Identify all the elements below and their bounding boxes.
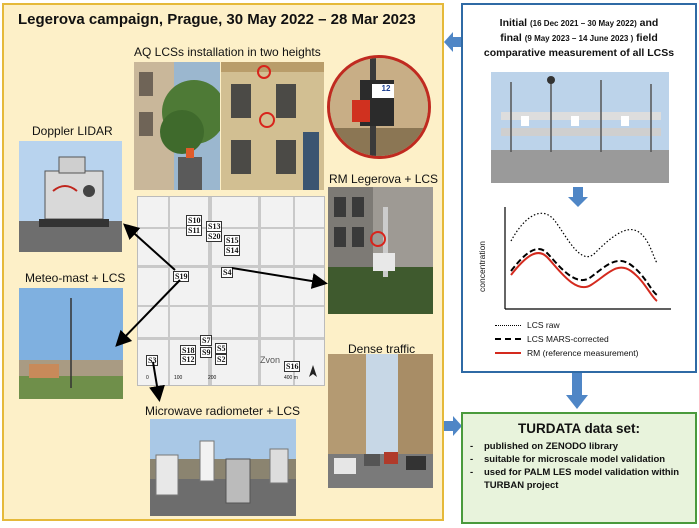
doppler-caption: Doppler LIDAR bbox=[32, 124, 113, 138]
legend-label-rm: RM (reference measurement) bbox=[527, 348, 639, 358]
arrow-right-icon bbox=[444, 416, 462, 436]
turdata-title: TURDATA data set: bbox=[517, 421, 640, 436]
lcs-installation-photo-2 bbox=[221, 62, 324, 190]
scale-label-200: 200 bbox=[208, 375, 217, 381]
arrow-to-meteo bbox=[115, 279, 181, 347]
site-s2: S2 bbox=[215, 354, 228, 365]
turdata-panel bbox=[461, 412, 697, 524]
legend-item-mars: LCS MARS-corrected bbox=[495, 332, 638, 346]
arrow-to-rm bbox=[231, 267, 328, 289]
legend-label-mars: LCS MARS-corrected bbox=[527, 334, 609, 344]
bullet-text-zenodo: published on ZENODO library bbox=[484, 441, 619, 452]
site-map: S10 S11 S13 S20 S15 S14 S4 S19 S7 S18 S9… bbox=[137, 196, 325, 386]
site-s9: S9 bbox=[200, 347, 213, 358]
scale-label-400: 400 m bbox=[284, 375, 298, 381]
campaign-title: Legerova campaign, Prague, 30 May 2022 –… bbox=[18, 11, 416, 28]
lcs-installation-photo-1 bbox=[134, 62, 220, 190]
lcs-raw-line bbox=[510, 212, 658, 264]
site-s5: S5 bbox=[215, 343, 228, 354]
bullet-text-microscale: suitable for microscale model validation bbox=[484, 454, 666, 465]
concentration-schematic bbox=[504, 207, 671, 310]
heading-field: field bbox=[636, 32, 658, 44]
legend-label-raw: LCS raw bbox=[527, 320, 560, 330]
turdata-bullets: - published on ZENODO library - suitable f… bbox=[470, 440, 692, 492]
y-axis-label: concentration bbox=[477, 240, 487, 292]
heading-initial: Initial bbox=[499, 17, 528, 29]
site-s14: S14 bbox=[224, 245, 241, 256]
microwave-caption: Microwave radiometer + LCS bbox=[145, 404, 301, 418]
site-s11: S11 bbox=[186, 225, 203, 236]
site-s16: S16 bbox=[284, 361, 301, 372]
arrow-to-microwave bbox=[149, 361, 165, 402]
chart-legend: LCS raw LCS MARS-corrected RM (reference… bbox=[495, 318, 638, 360]
arrow-down-small-icon bbox=[568, 187, 588, 207]
heading-initial-dates: (16 Dec 2021 – 30 May 2022) bbox=[530, 19, 637, 28]
rm-legerova-photo bbox=[328, 187, 433, 314]
legend-swatch-mars bbox=[495, 338, 521, 340]
heading-final-dates: (9 May 2023 – 14 June 2023 ) bbox=[524, 34, 634, 43]
rm-reference-line bbox=[510, 252, 658, 302]
heading-and: and bbox=[639, 17, 659, 29]
heading-line3: comparative measurement of all LCSs bbox=[483, 47, 675, 59]
legend-swatch-rm bbox=[495, 352, 521, 354]
site-s12: S12 bbox=[180, 354, 197, 365]
arrow-to-doppler bbox=[123, 223, 176, 271]
street-label: Zvon bbox=[260, 355, 281, 365]
arrow-left-icon bbox=[444, 32, 462, 52]
legend-item-rm: RM (reference measurement) bbox=[495, 346, 638, 360]
rm-caption: RM Legerova + LCS bbox=[329, 172, 439, 186]
dense-traffic-photo bbox=[328, 354, 433, 488]
doppler-lidar-photo bbox=[19, 141, 122, 252]
bullet-item: - suitable for microscale model validatio… bbox=[470, 454, 666, 465]
arrow-down-icon bbox=[566, 373, 588, 409]
traffic-caption: Dense traffic bbox=[348, 342, 416, 356]
device-number-label: 12 bbox=[381, 84, 391, 93]
site-s19: S19 bbox=[173, 271, 190, 282]
microwave-radiometer-photo bbox=[150, 419, 296, 516]
bullet-text-palm: used for PALM LES model validation withi… bbox=[484, 467, 680, 491]
comparison-heading: Initial (16 Dec 2021 – 30 May 2022) and … bbox=[463, 16, 695, 61]
scale-label-100: 100 bbox=[174, 375, 183, 381]
scale-label-0: 0 bbox=[146, 375, 149, 381]
north-arrow-icon bbox=[309, 365, 317, 377]
legend-item-raw: LCS raw bbox=[495, 318, 638, 332]
site-s7: S7 bbox=[200, 335, 213, 346]
bullet-item: - published on ZENODO library bbox=[470, 441, 619, 452]
legend-swatch-raw bbox=[495, 324, 521, 326]
site-s4: S4 bbox=[221, 267, 234, 278]
lcs-device-closeup: 12 bbox=[327, 55, 431, 159]
field-comparison-photo bbox=[491, 72, 669, 183]
site-s20: S20 bbox=[206, 231, 223, 242]
bullet-item: - used for PALM LES model validation with… bbox=[470, 466, 692, 492]
meteo-caption: Meteo-mast + LCS bbox=[25, 271, 126, 285]
site-s3: S3 bbox=[146, 355, 159, 366]
heading-final: final bbox=[500, 32, 522, 44]
meteo-mast-photo bbox=[19, 288, 123, 399]
aq-lcs-caption: AQ LCSs installation in two heights bbox=[134, 45, 321, 59]
lcs-mars-line bbox=[510, 248, 658, 296]
